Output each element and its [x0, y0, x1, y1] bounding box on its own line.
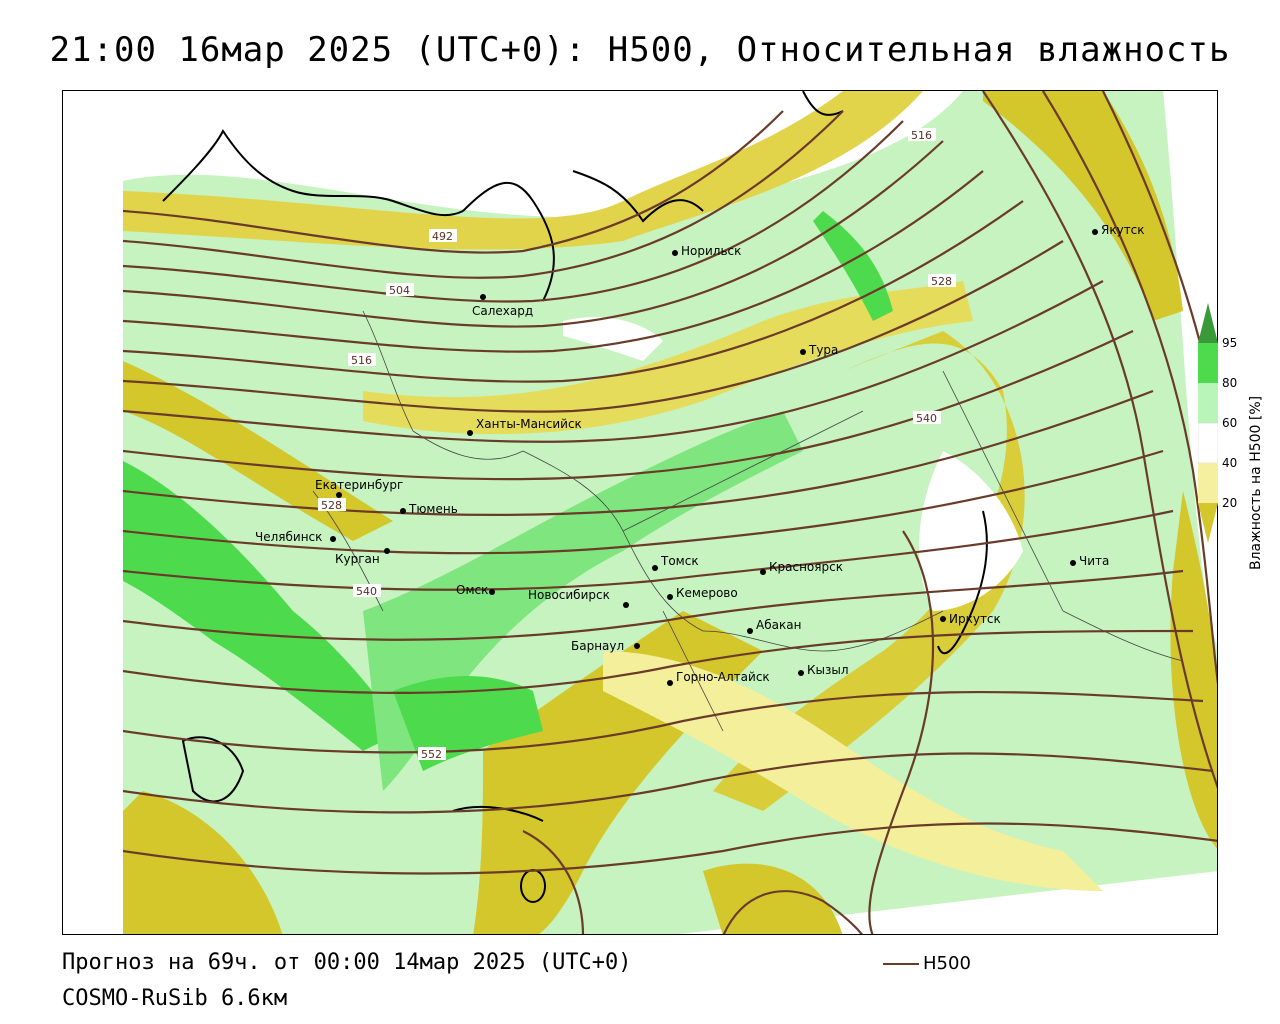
scale-tick-40: 40 [1222, 456, 1238, 470]
city-yekaterinburg: Екатеринбург [315, 478, 403, 498]
svg-text:Кемерово: Кемерово [676, 586, 738, 600]
humidity-color-scale [1197, 303, 1219, 563]
isoline-labels: 492 504 516 528 540 552 516 528 540 [318, 128, 956, 761]
scale-band-20-40 [1198, 463, 1218, 503]
svg-text:Новосибирск: Новосибирск [528, 588, 610, 602]
h500-isolines [122, 91, 1217, 934]
scale-tick-80: 80 [1222, 376, 1238, 390]
svg-text:Ханты-Мансийск: Ханты-Мансийск [476, 417, 582, 431]
city-norilsk: Норильск [672, 244, 741, 258]
svg-text:Томск: Томск [660, 554, 699, 568]
scale-tick-95: 95 [1222, 336, 1238, 350]
h500-legend-label: H500 [923, 953, 971, 974]
svg-text:Тюмень: Тюмень [408, 502, 458, 516]
forecast-info: Прогноз на 69ч. от 00:00 14мар 2025 (UTC… [62, 950, 632, 975]
city-krasnoyarsk: Красноярск [760, 560, 843, 575]
svg-text:Якутск: Якутск [1101, 223, 1145, 237]
city-tomsk: Томск [652, 554, 699, 571]
city-salekhard: Салехард [472, 294, 533, 318]
scale-band-60-80 [1198, 383, 1218, 423]
scale-top-triangle [1198, 303, 1218, 343]
scale-title: Влажность на H500 [%] [1248, 395, 1264, 570]
city-novosibirsk: Новосибирск [528, 588, 629, 608]
city-barnaul: Барнаул [571, 639, 640, 653]
city-tyumen: Тюмень [400, 502, 458, 516]
map-title: 21:00 16мар 2025 (UTC+0): H500, Относите… [49, 30, 1231, 70]
svg-text:Барнаул: Барнаул [571, 639, 624, 653]
svg-text:Горно-Алтайск: Горно-Алтайск [676, 670, 770, 684]
city-khanty-mansiysk: Ханты-Мансийск [467, 417, 582, 436]
svg-text:Екатеринбург: Екатеринбург [315, 478, 403, 492]
isoline-label: 516 [911, 129, 932, 142]
scale-bottom-triangle [1198, 503, 1218, 543]
svg-text:Салехард: Салехард [472, 304, 533, 318]
h500-legend-line [883, 963, 919, 965]
svg-text:Омск: Омск [456, 583, 488, 597]
model-info: COSMO-RuSib 6.6км [62, 986, 288, 1011]
humidity-fields [63, 91, 1217, 934]
svg-text:Курган: Курган [335, 552, 380, 566]
svg-text:Кызыл: Кызыл [807, 663, 849, 677]
scale-tick-60: 60 [1222, 416, 1238, 430]
svg-text:Тура: Тура [808, 343, 838, 357]
weather-map: 492 504 516 528 540 552 516 528 540 Нори… [62, 90, 1218, 935]
svg-text:Красноярск: Красноярск [769, 560, 843, 574]
city-irkutsk: Иркутск [940, 612, 1001, 626]
h500-legend: H500 [883, 953, 971, 974]
city-kemerovo: Кемерово [667, 586, 738, 600]
city-chelyabinsk: Челябинск [255, 530, 336, 544]
isoline-label: 540 [916, 412, 937, 425]
scale-tick-20: 20 [1222, 496, 1238, 510]
isoline-label: 516 [351, 354, 372, 367]
svg-text:Иркутск: Иркутск [949, 612, 1001, 626]
svg-text:Абакан: Абакан [756, 618, 801, 632]
scale-band-80-95 [1198, 343, 1218, 383]
svg-text:Норильск: Норильск [681, 244, 741, 258]
svg-text:Челябинск: Челябинск [255, 530, 322, 544]
isoline-label: 552 [421, 748, 442, 761]
coastlines [162, 91, 988, 903]
isoline-label: 540 [356, 585, 377, 598]
city-chita: Чита [1070, 554, 1109, 568]
city-kyzyl: Кызыл [798, 663, 849, 677]
map-canvas: 492 504 516 528 540 552 516 528 540 Нори… [63, 91, 1217, 934]
city-omsk: Омск [456, 583, 495, 597]
isoline-label: 528 [931, 275, 952, 288]
city-gorno-altaysk: Горно-Алтайск [667, 670, 770, 686]
city-yakutsk: Якутск [1092, 223, 1145, 237]
svg-text:Чита: Чита [1079, 554, 1109, 568]
city-tura: Тура [800, 343, 838, 357]
cities: Норильск Якутск Салехард Тура Ханты-Манс… [255, 223, 1145, 686]
isoline-label: 504 [389, 284, 410, 297]
isoline-label: 492 [432, 230, 453, 243]
scale-band-40-60 [1197, 422, 1219, 464]
city-abakan: Абакан [747, 618, 801, 634]
isoline-label: 528 [321, 499, 342, 512]
city-kurgan: Курган [335, 548, 390, 566]
